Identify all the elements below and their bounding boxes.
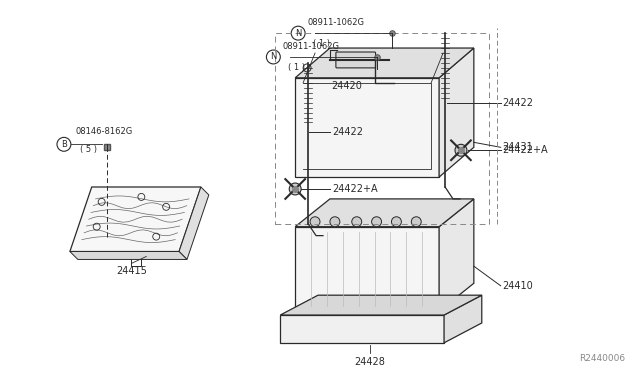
Text: 24431: 24431 bbox=[502, 142, 533, 152]
Polygon shape bbox=[295, 199, 474, 227]
Text: 08911-1062G: 08911-1062G bbox=[282, 42, 339, 51]
Circle shape bbox=[455, 144, 467, 156]
Text: N: N bbox=[295, 29, 301, 38]
Text: 08146-8162G: 08146-8162G bbox=[76, 127, 133, 137]
Polygon shape bbox=[280, 315, 444, 343]
Polygon shape bbox=[70, 251, 187, 259]
Polygon shape bbox=[295, 48, 474, 78]
Polygon shape bbox=[280, 295, 482, 315]
Text: ( 1 ): ( 1 ) bbox=[288, 63, 305, 72]
Text: 24415: 24415 bbox=[116, 266, 147, 276]
Polygon shape bbox=[70, 187, 201, 251]
Polygon shape bbox=[439, 48, 474, 177]
Text: B: B bbox=[61, 140, 67, 149]
Polygon shape bbox=[179, 187, 209, 259]
Circle shape bbox=[392, 217, 401, 227]
Circle shape bbox=[372, 217, 381, 227]
Text: R2440006: R2440006 bbox=[580, 354, 626, 363]
Polygon shape bbox=[295, 78, 439, 177]
Text: ( 5 ): ( 5 ) bbox=[80, 145, 97, 154]
Text: N: N bbox=[270, 52, 276, 61]
Text: 24422+A: 24422+A bbox=[332, 184, 378, 194]
Circle shape bbox=[310, 217, 320, 227]
FancyBboxPatch shape bbox=[336, 52, 376, 68]
Text: 24422: 24422 bbox=[332, 127, 363, 137]
Text: 24410: 24410 bbox=[502, 281, 533, 291]
Text: 08911-1062G: 08911-1062G bbox=[307, 18, 364, 27]
Circle shape bbox=[330, 217, 340, 227]
Circle shape bbox=[412, 217, 421, 227]
Polygon shape bbox=[444, 295, 482, 343]
Text: 24420: 24420 bbox=[332, 81, 362, 91]
Circle shape bbox=[352, 217, 362, 227]
Text: 24422+A: 24422+A bbox=[502, 145, 548, 155]
Polygon shape bbox=[439, 199, 474, 311]
Text: ( 1 ): ( 1 ) bbox=[313, 39, 330, 48]
Text: 24422: 24422 bbox=[502, 97, 534, 108]
Text: 24428: 24428 bbox=[354, 357, 385, 367]
Polygon shape bbox=[295, 227, 439, 311]
Circle shape bbox=[289, 183, 301, 195]
